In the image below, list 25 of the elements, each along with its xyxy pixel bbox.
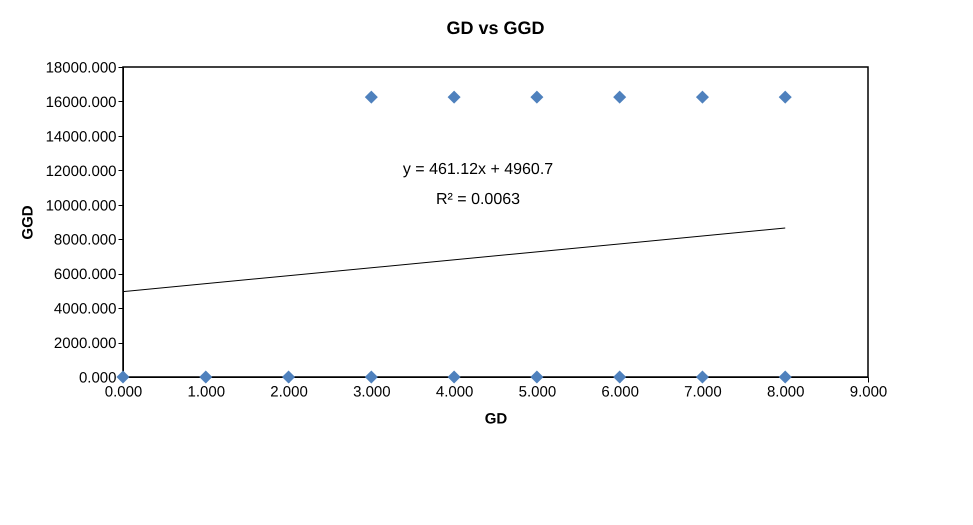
y-tick-label: 14000.000 <box>46 128 116 146</box>
y-tick-label: 8000.000 <box>54 232 116 249</box>
y-tick-label: 2000.000 <box>54 335 116 352</box>
x-tick-label: 7.000 <box>684 384 722 400</box>
chart-title: GD vs GGD <box>446 18 545 38</box>
x-tick-label: 3.000 <box>353 384 391 400</box>
x-tick-label: 0.000 <box>104 384 142 400</box>
x-tick-label: 6.000 <box>601 384 639 400</box>
y-tick-label: 6000.000 <box>54 266 116 284</box>
y-axis-title: GGD <box>20 205 37 240</box>
y-tick-label: 4000.000 <box>54 300 116 318</box>
x-axis-title: GD <box>484 410 508 428</box>
x-tick-label: 4.000 <box>436 384 474 400</box>
y-tick-label: 10000.000 <box>46 197 116 214</box>
annotation: R² = 0.0063 <box>436 191 520 208</box>
x-tick-label: 1.000 <box>188 384 226 400</box>
y-tick-label: 16000.000 <box>46 94 116 111</box>
y-tick-label: 18000.000 <box>46 60 116 76</box>
x-tick-label: 2.000 <box>270 384 308 400</box>
y-tick-label: 0.000 <box>78 370 116 386</box>
x-tick-label: 5.000 <box>518 384 556 400</box>
y-tick-label: 12000.000 <box>46 162 116 180</box>
annotation: y = 461.12x + 4960.7 <box>402 161 554 178</box>
x-tick-label: 9.000 <box>850 384 888 400</box>
x-tick-label: 8.000 <box>766 384 804 400</box>
